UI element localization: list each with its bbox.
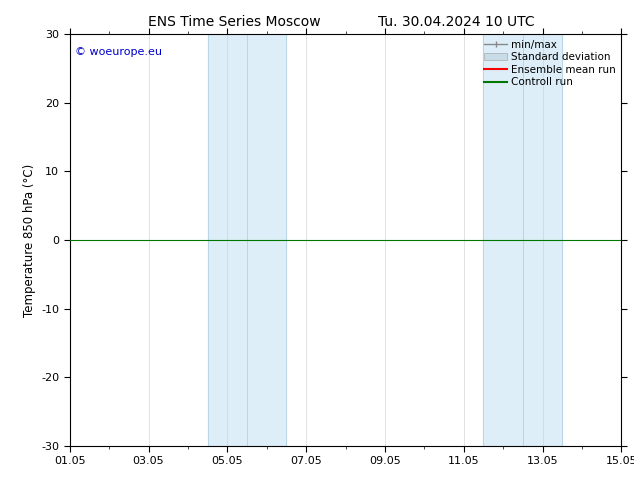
Bar xyxy=(247,34,287,446)
Bar xyxy=(523,34,562,446)
Legend: min/max, Standard deviation, Ensemble mean run, Controll run: min/max, Standard deviation, Ensemble me… xyxy=(482,37,618,89)
Bar xyxy=(483,34,523,446)
Y-axis label: Temperature 850 hPa (°C): Temperature 850 hPa (°C) xyxy=(23,164,36,317)
Text: ENS Time Series Moscow: ENS Time Series Moscow xyxy=(148,15,321,29)
Text: Tu. 30.04.2024 10 UTC: Tu. 30.04.2024 10 UTC xyxy=(378,15,535,29)
Text: © woeurope.eu: © woeurope.eu xyxy=(75,47,162,57)
Bar xyxy=(207,34,247,446)
